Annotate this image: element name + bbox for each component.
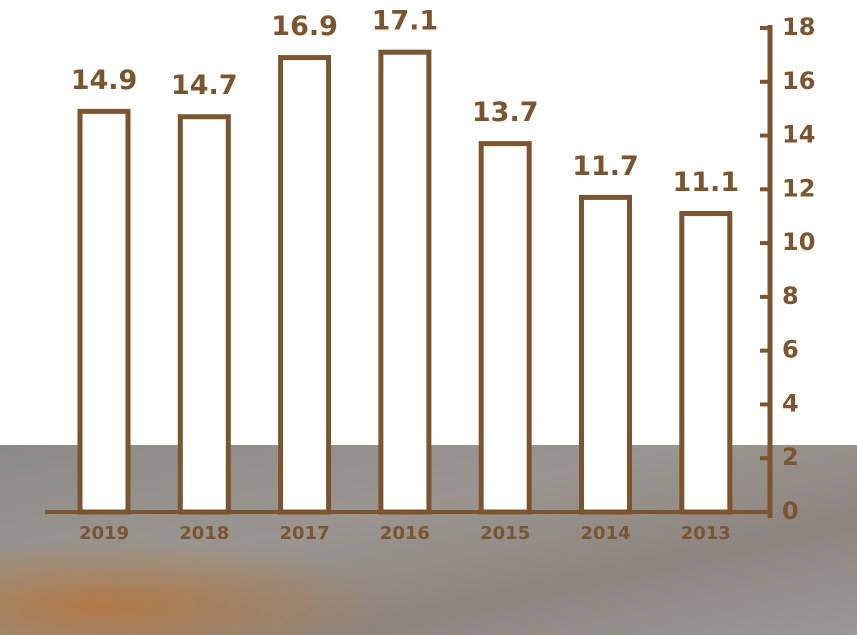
y-tick-label: 2 [782,443,799,471]
x-tick-label: 2019 [79,523,129,544]
bar [679,211,733,515]
x-tick-label: 2016 [380,523,430,544]
y-tick-label: 0 [782,497,799,525]
x-tick-label: 2018 [179,523,229,544]
value-label: 14.9 [71,65,138,96]
y-tick-label: 18 [782,13,815,41]
bar [77,108,131,515]
y-tick-label: 16 [782,67,815,95]
y-tick-label: 8 [782,282,799,310]
value-label: 16.9 [271,11,338,42]
y-tick-label: 12 [782,174,815,202]
bar [478,141,532,515]
y-tick-label: 6 [782,336,799,364]
bar [579,194,632,515]
y-tick-label: 4 [782,389,799,417]
x-tick-label: 2014 [580,523,630,544]
x-tick-label: 2013 [681,523,731,544]
value-label: 13.7 [472,97,539,128]
bar [278,55,332,515]
x-tick-label: 2017 [280,523,330,544]
y-tick-label: 14 [782,121,815,149]
bar [177,114,231,515]
bar [378,49,432,515]
value-label: 14.7 [171,70,238,101]
value-label: 11.1 [672,167,739,198]
y-tick-label: 10 [782,228,815,256]
x-tick-label: 2015 [480,523,530,544]
value-label: 17.1 [372,6,439,37]
value-label: 11.7 [572,151,639,182]
